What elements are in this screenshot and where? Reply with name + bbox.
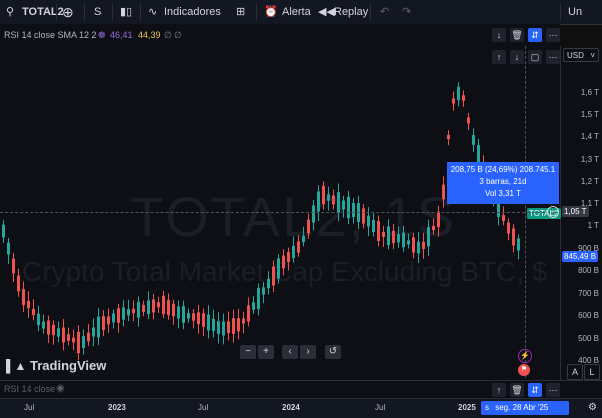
price-axis-label: 1 T (587, 221, 599, 230)
tradingview-logo[interactable]: ▌▲ TradingView (6, 358, 106, 373)
more-icon[interactable]: ⋯ (546, 383, 560, 397)
scroll-left-button[interactable]: ‹ (282, 345, 298, 359)
more-icon[interactable]: ⋯ (546, 28, 560, 42)
chevron-down-icon: ˅ (590, 51, 595, 60)
flag-icon[interactable]: ⚑ (518, 364, 530, 376)
price-axis-label: 1,1 T (580, 199, 599, 208)
move-up-icon[interactable]: ↑ (492, 383, 506, 397)
zoom-in-button[interactable]: + (258, 345, 274, 359)
divider (112, 4, 113, 20)
time-label: Jul (375, 403, 386, 412)
crosshair-date: seg. 28 Abr '25 (495, 403, 549, 412)
measure-change: 208,75 B (24,69%) 208.745.1 (450, 165, 556, 174)
alert-icon[interactable]: ⏰ (264, 6, 278, 18)
log-scale-button[interactable]: L (584, 364, 600, 380)
divider (256, 4, 257, 20)
maximize-icon[interactable]: ▢ (528, 50, 542, 64)
na-value: ∅ (164, 30, 172, 40)
add-icon[interactable]: + (547, 206, 559, 218)
lightning-icon[interactable]: ⚡ (518, 349, 532, 363)
tv-logo-icon: ▌▲ (6, 359, 27, 373)
crosshair-date-tag: s seg. 28 Abr '25 (481, 401, 569, 415)
unnamed-layout-button[interactable]: Un (568, 6, 583, 18)
measure-bars: 3 barras, 21d (479, 177, 527, 186)
auto-scale-button[interactable]: A (567, 364, 583, 380)
watermark-title: TOTAL2, 1S (130, 185, 457, 248)
move-up-icon[interactable]: ↑ (492, 50, 506, 64)
undo-icon[interactable]: ↶ (380, 6, 390, 18)
interval-button[interactable]: S (94, 6, 102, 18)
crosshair-prefix: s (485, 403, 489, 412)
more-icon[interactable]: ⋯ (546, 50, 560, 64)
price-axis-label: 1,3 T (580, 155, 599, 164)
divider (560, 4, 561, 20)
time-label: Jul (198, 403, 209, 412)
divider (140, 4, 141, 20)
candles-icon[interactable]: ▮▯ (120, 6, 133, 18)
time-label: 2024 (282, 403, 300, 412)
currency-label: USD (567, 51, 584, 60)
measure-volume: Vol 3,31 T (485, 189, 521, 198)
reset-chart-button[interactable]: ↺ (325, 345, 341, 359)
time-label: 2023 (108, 403, 126, 412)
scroll-right-button[interactable]: › (300, 345, 316, 359)
price-axis-label: 600 B (578, 311, 599, 320)
indicator-legend: RSI 14 close SMA 12 2 ❁ 46,41 44,39 ∅ ∅ … (0, 24, 560, 46)
replay-icon[interactable]: ◀◀ (318, 6, 335, 18)
rsi-settings-icon[interactable]: ❁ (98, 30, 106, 40)
price-axis-label: 1,4 T (580, 132, 599, 141)
rsi-pane[interactable]: RSI 14 close ◉ ↑ 🗑 ⇵ ⋯ (0, 380, 602, 399)
crosshair-price-tag: 1,05 T (562, 206, 589, 217)
price-axis-label: 400 B (578, 356, 599, 365)
symbol-name[interactable]: TOTAL2 (22, 6, 64, 18)
last-price-tag: 845,49 B (562, 251, 599, 262)
divider (56, 4, 57, 20)
price-axis-label: 1,5 T (580, 110, 599, 119)
indicators-button[interactable]: Indicadores (164, 6, 221, 18)
sma-value: 44,39 (138, 30, 161, 40)
price-axis-label: 1,2 T (580, 177, 599, 186)
layouts-icon[interactable]: ⊞ (236, 6, 246, 18)
symbol-price-tag: TOTAL2 (527, 208, 561, 219)
price-axis-label: 800 B (578, 266, 599, 275)
time-label: Jul (24, 403, 35, 412)
search-icon[interactable]: ⚲ (6, 6, 15, 18)
replay-button[interactable]: Replay (334, 6, 369, 18)
rsi-pane-label[interactable]: RSI 14 close (4, 384, 56, 394)
move-down-icon[interactable]: ↓ (510, 50, 524, 64)
delete-icon[interactable]: 🗑 (510, 28, 524, 42)
redo-icon[interactable]: ↷ (402, 6, 412, 18)
collapse-icon[interactable]: ⇵ (528, 383, 542, 397)
delete-icon[interactable]: 🗑 (510, 383, 524, 397)
time-label: 2025 (458, 403, 476, 412)
rsi-value: 46,41 (110, 30, 133, 40)
divider (370, 4, 371, 20)
price-axis-label: 500 B (578, 334, 599, 343)
divider (84, 4, 85, 20)
settings-icon[interactable]: ⚙ (588, 402, 597, 413)
crosshair-vertical (525, 46, 526, 398)
price-axis-label: 700 B (578, 289, 599, 298)
alert-button[interactable]: Alerta (282, 6, 311, 18)
measure-tooltip: 208,75 B (24,69%) 208.745.1 3 barras, 21… (447, 162, 559, 204)
currency-select[interactable]: USD ˅ (563, 48, 599, 62)
top-toolbar: ⚲ TOTAL2 ⊕ S ▮▯ ∿ Indicadores ⊞ ⏰ Alerta… (0, 0, 602, 25)
indicator-label[interactable]: RSI 14 close SMA 12 2 (4, 30, 97, 40)
eye-icon[interactable]: ◉ (56, 383, 65, 394)
add-symbol-icon[interactable]: ⊕ (62, 4, 74, 20)
collapse-icon[interactable]: ⇵ (528, 28, 542, 42)
price-axis-label: 900 B (578, 244, 599, 253)
indicators-icon[interactable]: ∿ (148, 6, 158, 18)
crosshair-horizontal (0, 212, 560, 213)
time-axis[interactable]: Jul 2023 Jul 2024 Jul 2025 s seg. 28 Abr… (0, 398, 602, 418)
zoom-out-button[interactable]: − (240, 345, 256, 359)
na-value: ∅ (174, 30, 182, 40)
price-axis-label: 1,6 T (580, 88, 599, 97)
logo-text: TradingView (30, 358, 107, 373)
move-down-icon[interactable]: ↓ (492, 28, 506, 42)
